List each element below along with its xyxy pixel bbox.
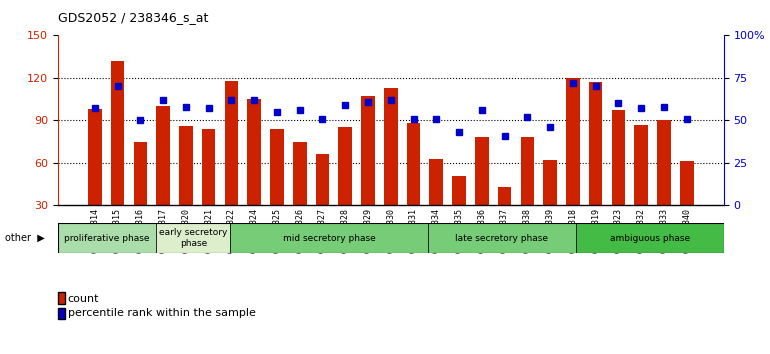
- Bar: [202, 129, 216, 205]
- Bar: [589, 82, 602, 205]
- Bar: [452, 176, 466, 205]
- Bar: [544, 160, 557, 205]
- Bar: [634, 125, 648, 205]
- Bar: [88, 109, 102, 205]
- Text: other  ▶: other ▶: [5, 233, 45, 243]
- Bar: [680, 161, 694, 205]
- Bar: [576, 223, 724, 253]
- Bar: [497, 187, 511, 205]
- Bar: [247, 99, 261, 205]
- Bar: [407, 123, 420, 205]
- Bar: [293, 142, 306, 205]
- Bar: [225, 81, 238, 205]
- Text: count: count: [68, 294, 99, 304]
- Text: mid secretory phase: mid secretory phase: [283, 234, 376, 242]
- Bar: [179, 126, 192, 205]
- Bar: [156, 106, 170, 205]
- Bar: [230, 223, 428, 253]
- Text: percentile rank within the sample: percentile rank within the sample: [68, 308, 256, 318]
- Bar: [316, 154, 330, 205]
- Text: proliferative phase: proliferative phase: [65, 234, 150, 242]
- Bar: [611, 110, 625, 205]
- Text: ambiguous phase: ambiguous phase: [610, 234, 690, 242]
- Bar: [657, 120, 671, 205]
- Bar: [339, 127, 352, 205]
- Text: GDS2052 / 238346_s_at: GDS2052 / 238346_s_at: [58, 11, 208, 24]
- Bar: [361, 96, 375, 205]
- Text: late secretory phase: late secretory phase: [455, 234, 548, 242]
- Bar: [475, 137, 489, 205]
- Bar: [58, 223, 156, 253]
- Bar: [428, 223, 576, 253]
- Bar: [133, 142, 147, 205]
- Bar: [521, 137, 534, 205]
- Bar: [270, 129, 284, 205]
- Bar: [384, 88, 397, 205]
- Bar: [156, 223, 230, 253]
- Bar: [566, 78, 580, 205]
- Bar: [111, 61, 125, 205]
- Text: early secretory
phase: early secretory phase: [159, 228, 228, 248]
- Bar: [430, 159, 443, 205]
